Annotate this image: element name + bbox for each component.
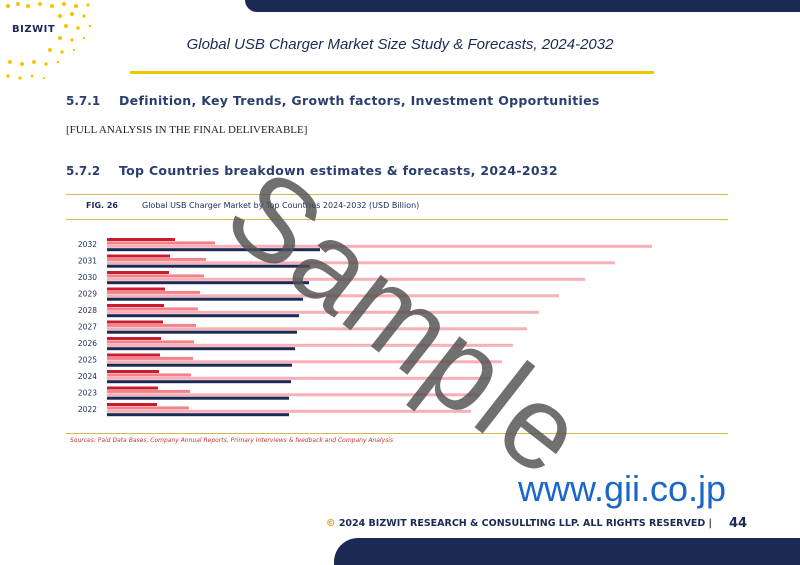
bar [107, 376, 490, 380]
bar [107, 413, 289, 417]
country-breakdown-chart: 2032 2031 2030 2029 2028 2027 2026 2025 2024 2023… [78, 238, 652, 417]
brand-logo: BIZWIT [12, 24, 56, 35]
header-band [245, 0, 800, 12]
bar [107, 264, 310, 268]
bar [107, 343, 513, 347]
copyright-text: 2024 BIZWIT RESEARCH & CONSULLTING LLP. … [338, 518, 713, 529]
figure-top-rule [66, 194, 728, 195]
y-tick-label: 2024 [78, 372, 97, 381]
bar [107, 281, 309, 285]
y-tick-label: 2023 [78, 389, 97, 398]
bar [107, 257, 206, 261]
bar [107, 304, 164, 307]
bar [107, 389, 190, 393]
bar [107, 409, 471, 413]
bar [107, 287, 165, 291]
page-number: 44 [729, 516, 748, 531]
bar [107, 330, 297, 334]
bar [107, 274, 204, 278]
bar [107, 360, 502, 364]
bar [107, 356, 193, 360]
section-number: 5.7.1 [66, 94, 101, 108]
bar [107, 241, 215, 245]
bar [107, 396, 289, 400]
sources-note: Sources: Paid Data Bases, Company Annual… [70, 437, 394, 444]
bar [107, 347, 295, 351]
footer-copyright: © 2024 BIZWIT RESEARCH & CONSULLTING LLP… [326, 518, 712, 529]
site-url[interactable]: www.gii.co.jp [518, 468, 727, 509]
figure-header-rule [66, 219, 728, 220]
bar [107, 403, 157, 406]
y-tick-label: 2032 [78, 240, 97, 249]
y-tick-label: 2028 [78, 306, 97, 315]
bar [107, 314, 299, 318]
report-title: Global USB Charger Market Size Study & F… [186, 36, 614, 53]
bar [107, 373, 191, 377]
bar [107, 238, 175, 241]
analysis-placeholder: [FULL ANALYSIS IN THE FINAL DELIVERABLE] [66, 124, 308, 136]
bar [107, 337, 161, 340]
bar [107, 248, 320, 252]
bar [107, 271, 169, 274]
y-tick-label: 2026 [78, 339, 97, 348]
bar [107, 393, 479, 397]
section-heading: Definition, Key Trends, Growth factors, … [119, 93, 600, 108]
bar [107, 323, 196, 327]
bar [107, 307, 198, 311]
y-tick-label: 2027 [78, 323, 97, 332]
bar [107, 297, 303, 301]
bar [107, 363, 292, 367]
bar [107, 353, 160, 357]
y-tick-label: 2031 [78, 257, 97, 266]
section-heading: Top Countries breakdown estimates & fore… [119, 163, 558, 178]
copyright-symbol: © [326, 518, 336, 529]
y-tick-label: 2022 [78, 405, 97, 414]
footer-band [334, 538, 800, 565]
figure-bottom-rule [66, 433, 728, 434]
bar [107, 254, 170, 258]
figure-label: FIG. 26 [86, 201, 118, 210]
figure-caption: Global USB Charger Market by Top Countri… [142, 201, 420, 210]
bar [107, 277, 585, 281]
bar [107, 290, 200, 294]
section-number: 5.7.2 [66, 164, 101, 178]
bar [107, 340, 194, 344]
bar [107, 320, 163, 324]
y-tick-label: 2025 [78, 356, 97, 365]
title-underline [130, 71, 654, 74]
bar [107, 386, 158, 390]
bar [107, 261, 615, 265]
bar [107, 310, 539, 314]
bar [107, 370, 159, 373]
y-tick-label: 2029 [78, 290, 97, 299]
bar [107, 327, 527, 331]
y-tick-label: 2030 [78, 273, 97, 282]
bar [107, 294, 559, 298]
bar [107, 406, 189, 410]
bar [107, 244, 652, 248]
logo-dot-pattern [6, 2, 92, 80]
bar [107, 380, 291, 384]
